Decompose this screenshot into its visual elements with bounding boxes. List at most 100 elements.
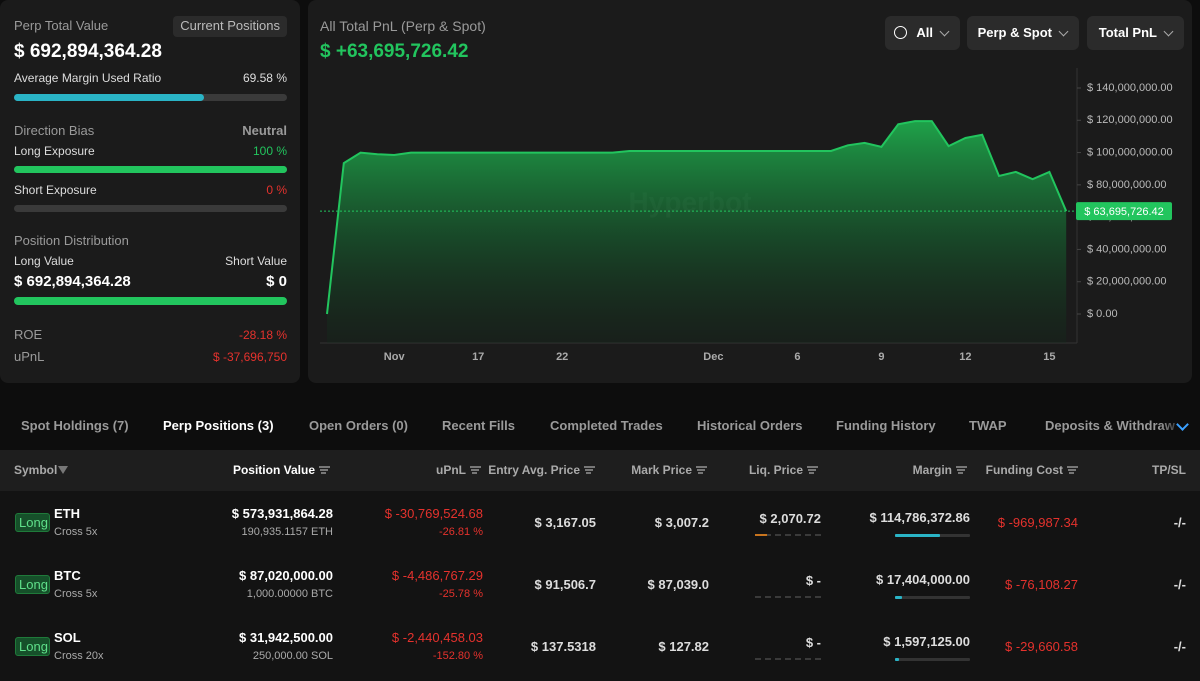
position-size: 1,000.00000 BTC bbox=[246, 588, 333, 600]
sort-icon bbox=[585, 469, 593, 471]
filter-label[interactable]: Total PnL bbox=[1098, 25, 1157, 40]
long-value: $ 692,894,364.28 bbox=[14, 273, 131, 290]
long-value-label: Long Value bbox=[14, 254, 74, 268]
column-header[interactable]: Symbol bbox=[14, 463, 58, 477]
margin-fill bbox=[895, 658, 899, 661]
sort-icon bbox=[471, 469, 479, 471]
margin-ratio-label: Average Margin Used Ratio bbox=[14, 71, 162, 85]
funding-cost: $ -76,108.27 bbox=[1004, 577, 1078, 592]
short-exposure-value: 0 % bbox=[266, 183, 287, 197]
distribution-bar bbox=[14, 297, 287, 305]
margin-ratio-bar-fill bbox=[14, 94, 204, 101]
sort-icon bbox=[1068, 469, 1076, 471]
sort-icon bbox=[319, 466, 330, 468]
sort-icon bbox=[809, 472, 814, 474]
short-exposure-label: Short Exposure bbox=[14, 183, 97, 197]
margin-fill bbox=[895, 534, 940, 537]
distribution-label: Position Distribution bbox=[14, 233, 129, 248]
column-header[interactable]: Mark Price bbox=[631, 463, 692, 477]
side-badge bbox=[15, 513, 50, 532]
short-value-label: Short Value bbox=[225, 254, 287, 268]
entry-price: $ 91,506.7 bbox=[534, 577, 596, 592]
funding-cost: $ -29,660.58 bbox=[1004, 639, 1078, 654]
tab[interactable]: Historical Orders bbox=[697, 418, 803, 433]
sort-icon bbox=[586, 472, 591, 474]
mark-price: $ 3,007.2 bbox=[654, 515, 709, 530]
symbol: BTC bbox=[54, 568, 81, 583]
sort-icon bbox=[958, 472, 963, 474]
pnl-value: $ +63,695,726.42 bbox=[320, 41, 469, 62]
current-positions-button[interactable] bbox=[173, 16, 287, 37]
symbol: ETH bbox=[54, 506, 80, 521]
tab[interactable]: TWAP bbox=[969, 418, 1007, 433]
tab[interactable]: Deposits & Withdraw bbox=[1045, 418, 1175, 433]
margin-ratio-value: 69.58 % bbox=[242, 71, 287, 85]
column-header[interactable]: Liq. Price bbox=[748, 463, 803, 477]
sort-icon bbox=[1067, 466, 1078, 468]
upnl: $ -30,769,524.68 bbox=[384, 506, 483, 521]
upnl-percent: -25.78 % bbox=[438, 588, 483, 600]
sort-icon bbox=[807, 466, 818, 468]
table-body-bg bbox=[0, 491, 1200, 681]
position-size: 250,000.00 SOL bbox=[252, 650, 333, 662]
mark-price: $ 127.82 bbox=[658, 639, 709, 654]
sort-icon bbox=[470, 466, 481, 468]
filter-dropdown[interactable] bbox=[967, 16, 1079, 50]
tab[interactable]: Perp Positions (3) bbox=[163, 418, 274, 433]
roe-value: -28.18 % bbox=[238, 328, 287, 342]
column-header[interactable]: Position Value bbox=[232, 463, 315, 477]
liq-indicator bbox=[755, 596, 821, 598]
column-header[interactable]: Margin bbox=[912, 463, 952, 477]
symbol: SOL bbox=[54, 630, 81, 645]
sort-icon bbox=[584, 466, 595, 468]
side-label: Long bbox=[19, 639, 48, 654]
tab[interactable]: Completed Trades bbox=[550, 418, 663, 433]
tab[interactable]: Spot Holdings (7) bbox=[21, 418, 129, 433]
margin: $ 114,786,372.86 bbox=[869, 510, 971, 525]
sort-icon bbox=[808, 469, 816, 471]
entry-price: $ 137.5318 bbox=[530, 639, 596, 654]
position-value: $ 31,942,500.00 bbox=[239, 630, 333, 645]
margin: $ 1,597,125.00 bbox=[883, 634, 970, 649]
long-exposure-bar-fill bbox=[14, 166, 287, 173]
sort-icon bbox=[957, 469, 965, 471]
margin-track bbox=[895, 658, 970, 661]
column-header[interactable]: Funding Cost bbox=[985, 463, 1063, 477]
upnl-value: $ -37,696,750 bbox=[212, 350, 287, 364]
direction-label: Direction Bias bbox=[14, 123, 95, 138]
tpsl: -/- bbox=[1173, 639, 1186, 654]
upnl: $ -4,486,767.29 bbox=[391, 568, 483, 583]
filter-label[interactable]: Perp & Spot bbox=[977, 25, 1052, 40]
sort-icon bbox=[320, 469, 328, 471]
upnl-percent: -152.80 % bbox=[432, 650, 483, 662]
sort-icon bbox=[321, 472, 326, 474]
margin-track bbox=[895, 596, 970, 599]
sort-icon bbox=[472, 472, 477, 474]
column-header[interactable]: uPnL bbox=[436, 463, 466, 477]
filter-dropdown[interactable] bbox=[1087, 16, 1184, 50]
sort-icon bbox=[697, 469, 705, 471]
long-exposure-label: Long Exposure bbox=[14, 144, 95, 158]
summary-panel bbox=[0, 0, 300, 383]
tpsl: -/- bbox=[1173, 515, 1186, 530]
side-label: Long bbox=[19, 577, 48, 592]
margin-mode: Cross 5x bbox=[54, 588, 98, 600]
upnl-label: uPnL bbox=[14, 349, 45, 364]
side-label: Long bbox=[19, 515, 48, 530]
tab[interactable]: Recent Fills bbox=[442, 418, 515, 433]
margin: $ 17,404,000.00 bbox=[876, 572, 970, 587]
current-positions-label[interactable]: Current Positions bbox=[180, 18, 280, 33]
entry-price: $ 3,167.05 bbox=[534, 515, 596, 530]
short-exposure-bar-track bbox=[14, 205, 287, 212]
liq-indicator bbox=[755, 658, 821, 660]
liq-indicator bbox=[755, 534, 821, 536]
column-header[interactable]: Entry Avg. Price bbox=[488, 463, 580, 477]
long-exposure-value: 100 % bbox=[252, 144, 287, 158]
tab[interactable]: Funding History bbox=[836, 418, 936, 433]
roe-label: ROE bbox=[14, 327, 43, 342]
filter-label[interactable]: All bbox=[916, 25, 933, 40]
tab[interactable]: Open Orders (0) bbox=[309, 418, 408, 433]
column-header[interactable]: TP/SL bbox=[1151, 463, 1186, 477]
margin-mode: Cross 5x bbox=[54, 526, 98, 538]
sort-icon bbox=[956, 466, 967, 468]
